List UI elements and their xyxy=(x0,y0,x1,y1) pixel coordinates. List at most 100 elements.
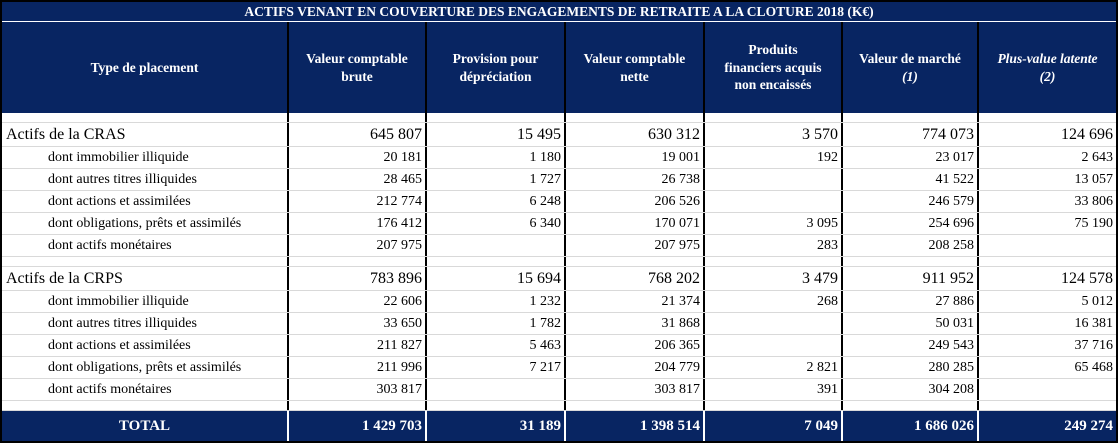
row-label xyxy=(2,113,289,122)
row-label: dont autres titres illiquides xyxy=(2,313,289,334)
sub-row: dont autres titres illiquides 28 465 1 727… xyxy=(2,169,1116,191)
cell-value xyxy=(705,113,843,122)
spacer-row xyxy=(2,113,1116,123)
cell-value: 768 202 xyxy=(566,267,705,290)
cell-value xyxy=(705,191,843,212)
column-header-line: Type de placement xyxy=(90,59,199,75)
cell-value: 3 095 xyxy=(705,213,843,234)
table-body: Actifs de la CRAS 645 807 15 495 630 312 3 5… xyxy=(2,113,1116,441)
row-label: Actifs de la CRAS xyxy=(2,123,289,146)
section-row: Actifs de la CRAS 645 807 15 495 630 312 3 5… xyxy=(2,123,1116,147)
cell-value: 207 975 xyxy=(566,235,705,256)
column-header-line: Valeur comptable xyxy=(306,50,408,66)
column-header-note: (1) xyxy=(902,68,918,84)
cell-value: 170 071 xyxy=(566,213,705,234)
cell-value: 268 xyxy=(705,291,843,312)
column-header-line: Produits xyxy=(748,42,798,58)
cell-value: 1 232 xyxy=(427,291,566,312)
cell-value xyxy=(427,379,566,400)
cell-value xyxy=(979,235,1116,256)
column-header-line: non encaissés xyxy=(734,77,812,93)
cell-value xyxy=(427,401,566,410)
column-header-2: Provision pour dépréciation xyxy=(427,22,566,113)
cell-value: 3 570 xyxy=(705,123,843,146)
cell-value xyxy=(979,379,1116,400)
column-header-4: Produits financiers acquis non encaissés xyxy=(705,22,843,113)
cell-value: 15 694 xyxy=(427,267,566,290)
cell-value: 630 312 xyxy=(566,123,705,146)
cell-value: 211 827 xyxy=(289,335,427,356)
column-header-line: Valeur comptable xyxy=(583,50,686,66)
cell-value: 124 696 xyxy=(1061,125,1113,143)
cell-value: 27 886 xyxy=(843,291,979,312)
column-header-line: Provision pour xyxy=(452,50,539,66)
cell-value: 207 975 xyxy=(289,235,427,256)
cell-value: 7 049 xyxy=(705,411,843,441)
cell-value xyxy=(427,257,566,266)
cell-value: 6 248 xyxy=(427,191,566,212)
cell-value xyxy=(705,335,843,356)
cell-value xyxy=(566,257,705,266)
row-label: dont obligations, prêts et assimilés xyxy=(2,357,289,378)
sub-row: dont immobilier illiquide 20 181 1 180 19 0… xyxy=(2,147,1116,169)
column-header-line: brute xyxy=(341,68,373,84)
cell-value: 33 806 xyxy=(1074,193,1114,209)
sub-row: dont immobilier illiquide 22 606 1 232 21 3… xyxy=(2,291,1116,313)
cell-value: 37 716 xyxy=(1074,337,1114,353)
column-header-1: Valeur comptable brute xyxy=(289,22,427,113)
cell-value: 192 xyxy=(705,147,843,168)
cell-value: 31 189 xyxy=(427,411,566,441)
cell-value: 6 340 xyxy=(427,213,566,234)
cell-value xyxy=(427,235,566,256)
cell-value: 211 996 xyxy=(289,357,427,378)
cell-value: 206 526 xyxy=(566,191,705,212)
cell-value: 280 285 xyxy=(843,357,979,378)
sub-row: dont actifs monétaires 303 817 303 817 391 3… xyxy=(2,379,1116,401)
spacer-row xyxy=(2,401,1116,411)
column-header-6: Plus-value latente (2) xyxy=(979,22,1116,113)
table-title: ACTIFS VENANT EN COUVERTURE DES ENGAGEME… xyxy=(2,2,1116,22)
column-header-line: financiers acquis xyxy=(724,59,822,75)
cell-value: 645 807 xyxy=(289,123,427,146)
sub-row: dont actions et assimilées 212 774 6 248 20… xyxy=(2,191,1116,213)
spacer-row xyxy=(2,257,1116,267)
cell-value: 3 479 xyxy=(705,267,843,290)
cell-value: 41 522 xyxy=(843,169,979,190)
cell-value: 50 031 xyxy=(843,313,979,334)
cell-value: 1 429 703 xyxy=(289,411,427,441)
cell-value: 1 686 026 xyxy=(843,411,979,441)
cell-value: 2 821 xyxy=(705,357,843,378)
cell-value xyxy=(566,401,705,410)
cell-value: 1 727 xyxy=(427,169,566,190)
cell-value: 5 012 xyxy=(1081,293,1114,309)
cell-value: 304 208 xyxy=(843,379,979,400)
column-header-line: dépréciation xyxy=(459,68,532,84)
cell-value xyxy=(705,313,843,334)
row-label: dont actions et assimilées xyxy=(2,191,289,212)
total-row: TOTAL 1 429 703 31 189 1 398 514 7 049 1 686 … xyxy=(2,411,1116,441)
cell-value xyxy=(843,401,979,410)
cell-value: 19 001 xyxy=(566,147,705,168)
cell-value: 204 779 xyxy=(566,357,705,378)
row-label: dont autres titres illiquides xyxy=(2,169,289,190)
cell-value: 22 606 xyxy=(289,291,427,312)
column-header-5: Valeur de marché (1) xyxy=(843,22,979,113)
row-label: dont actifs monétaires xyxy=(2,379,289,400)
sub-row: dont obligations, prêts et assimilés 176 … xyxy=(2,213,1116,235)
cell-value: 212 774 xyxy=(289,191,427,212)
cell-value: 31 868 xyxy=(566,313,705,334)
cell-value: 783 896 xyxy=(289,267,427,290)
column-header-3: Valeur comptable nette xyxy=(566,22,705,113)
cell-value xyxy=(843,257,979,266)
cell-value: 21 374 xyxy=(566,291,705,312)
cell-value xyxy=(979,113,1116,122)
cell-value xyxy=(427,113,566,122)
cell-value: 15 495 xyxy=(427,123,566,146)
cell-value: 774 073 xyxy=(843,123,979,146)
row-label: dont obligations, prêts et assimilés xyxy=(2,213,289,234)
cell-value: 16 381 xyxy=(1074,315,1114,331)
cell-value: 1 398 514 xyxy=(566,411,705,441)
cell-value: 124 578 xyxy=(1061,269,1113,287)
cell-value xyxy=(843,113,979,122)
cell-value: 246 579 xyxy=(843,191,979,212)
